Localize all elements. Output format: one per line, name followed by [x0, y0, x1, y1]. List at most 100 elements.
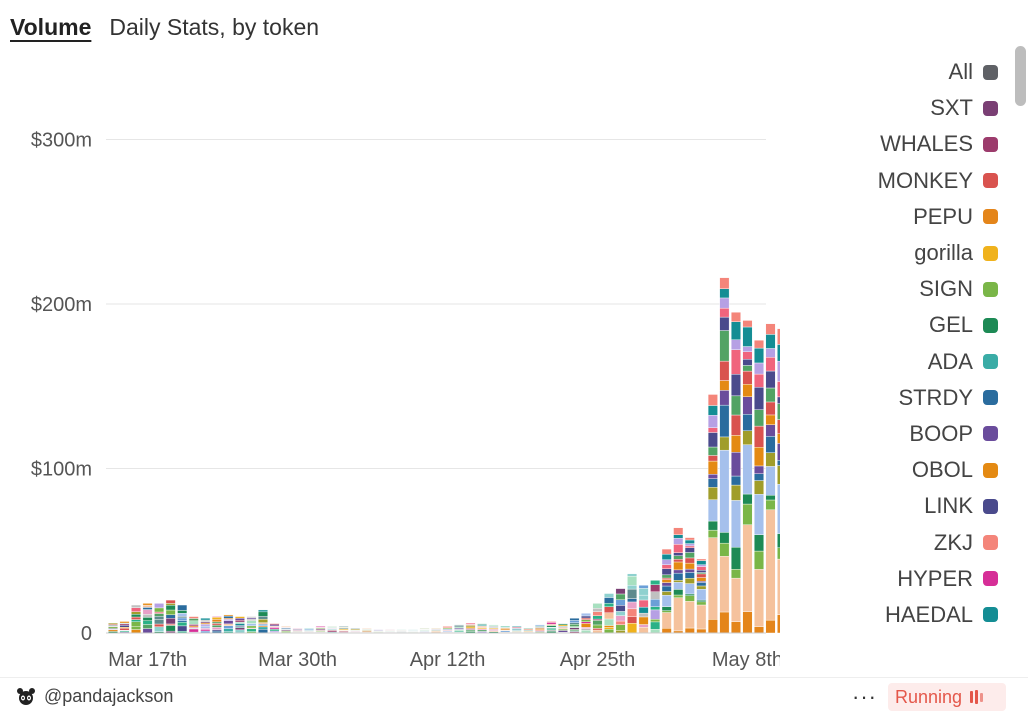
legend-item[interactable]: All — [798, 54, 998, 90]
y-tick-label: $100m — [31, 459, 92, 481]
bar-stack[interactable] — [361, 627, 372, 634]
bar-stack[interactable] — [638, 585, 649, 634]
bar-stack[interactable] — [108, 622, 118, 634]
bar-segment — [304, 627, 315, 629]
legend-item[interactable]: ADA — [798, 344, 998, 380]
tab-volume[interactable]: Volume — [10, 14, 92, 40]
bar-stack[interactable] — [719, 277, 730, 634]
bar-stack[interactable] — [258, 609, 268, 634]
bar-segment — [719, 532, 730, 544]
bar-stack[interactable] — [673, 527, 684, 634]
legend-item[interactable]: WHALES — [798, 126, 998, 162]
legend-item[interactable]: PEPU — [798, 199, 998, 235]
bar-segment — [684, 578, 695, 584]
bar-segment — [707, 520, 718, 531]
bar-stack[interactable] — [684, 537, 695, 634]
legend-item[interactable]: HAEDAL — [798, 597, 998, 633]
legend-item[interactable]: HYPER — [798, 561, 998, 597]
bar-stack[interactable] — [431, 627, 441, 634]
bar-stack[interactable] — [419, 627, 430, 634]
legend-item[interactable]: STRDY — [798, 380, 998, 416]
bar-stack[interactable] — [731, 312, 741, 634]
legend-item[interactable]: LINK — [798, 488, 998, 524]
bar-segment — [719, 390, 730, 406]
legend-item[interactable]: GEL — [798, 307, 998, 343]
bar-stack[interactable] — [223, 614, 234, 634]
bar-stack[interactable] — [465, 622, 476, 634]
bar-stack[interactable] — [661, 548, 672, 634]
bar-stack[interactable] — [534, 624, 545, 634]
bar-stack[interactable] — [592, 603, 603, 634]
bar-segment — [765, 401, 776, 416]
bar-segment — [569, 620, 580, 623]
ellipsis-icon[interactable]: ··· — [852, 684, 877, 709]
bar-stack[interactable] — [707, 394, 718, 634]
bar-stack[interactable] — [269, 622, 280, 634]
bar-segment — [754, 347, 764, 364]
bar-segment — [765, 334, 776, 349]
bar-segment — [165, 609, 176, 616]
bar-stack[interactable] — [234, 616, 245, 634]
bar-stack[interactable] — [292, 627, 303, 634]
scrollbar[interactable] — [1015, 46, 1026, 106]
legend-item[interactable]: OBOL — [798, 452, 998, 488]
legend-item[interactable]: ZKJ — [798, 524, 998, 560]
bar-segment — [154, 616, 165, 620]
bar-stack[interactable] — [246, 616, 257, 634]
bar-stack[interactable] — [454, 624, 464, 634]
bar-segment — [707, 499, 718, 522]
bar-stack[interactable] — [581, 613, 591, 634]
bar-stack[interactable] — [742, 320, 753, 634]
bar-segment — [673, 569, 684, 574]
bar-stack[interactable] — [177, 604, 188, 634]
bar-stack[interactable] — [557, 622, 568, 634]
legend-item[interactable]: SXT — [798, 90, 998, 126]
bar-stack[interactable] — [627, 573, 638, 634]
bar-stack[interactable] — [650, 580, 661, 634]
bar-stack[interactable] — [511, 626, 522, 634]
bar-stack[interactable] — [777, 328, 780, 634]
bar-segment — [142, 607, 153, 610]
bar-segment — [119, 625, 130, 628]
bar-stack[interactable] — [696, 558, 707, 634]
bar-stack[interactable] — [304, 627, 315, 634]
bar-stack[interactable] — [119, 621, 130, 634]
bar-stack[interactable] — [338, 626, 349, 634]
bar-stack[interactable] — [546, 621, 557, 634]
legend-item[interactable]: BOOP — [798, 416, 998, 452]
bar-stack[interactable] — [604, 593, 614, 634]
bar-stack[interactable] — [488, 624, 499, 634]
bar-segment — [650, 606, 661, 611]
bar-stack[interactable] — [211, 616, 222, 634]
bar-stack[interactable] — [281, 626, 291, 634]
bar-stack[interactable] — [442, 626, 453, 634]
bar-stack[interactable] — [569, 618, 580, 634]
bar-stack[interactable] — [165, 599, 176, 634]
bar-segment — [246, 616, 257, 619]
bar-stack[interactable] — [765, 323, 776, 634]
bar-stack[interactable] — [131, 604, 141, 634]
bar-stack[interactable] — [523, 627, 534, 634]
bar-segment — [707, 529, 718, 538]
bar-stack[interactable] — [142, 603, 153, 634]
legend-swatch — [983, 498, 998, 514]
bar-stack[interactable] — [200, 618, 211, 634]
bar-segment — [604, 618, 614, 626]
bar-stack[interactable] — [154, 603, 165, 634]
bar-segment — [742, 493, 753, 505]
bar-segment — [131, 621, 141, 627]
legend-item[interactable]: MONKEY — [798, 163, 998, 199]
bar-stack[interactable] — [615, 588, 626, 634]
bar-stack[interactable] — [188, 616, 199, 634]
bar-stack[interactable] — [500, 626, 511, 634]
bar-segment — [108, 626, 118, 629]
bar-stack[interactable] — [754, 339, 764, 634]
legend-item[interactable]: SIGN — [798, 271, 998, 307]
bar-segment — [258, 611, 268, 617]
user-info[interactable]: @pandajackson — [16, 686, 173, 707]
legend-item[interactable]: gorilla — [798, 235, 998, 271]
bar-stack[interactable] — [477, 622, 488, 634]
bar-stack[interactable] — [350, 627, 361, 634]
bar-stack[interactable] — [327, 626, 338, 634]
bar-stack[interactable] — [315, 626, 326, 634]
